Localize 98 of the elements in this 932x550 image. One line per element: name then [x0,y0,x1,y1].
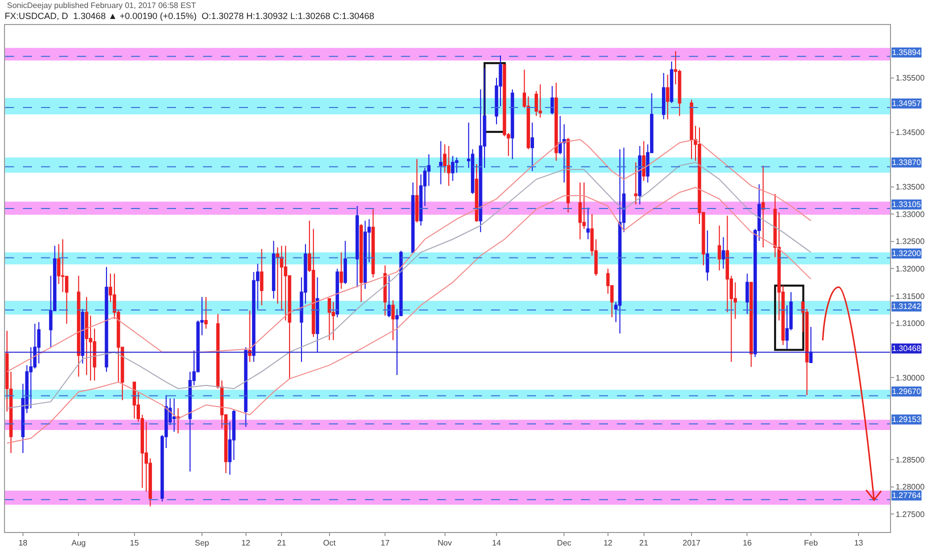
ref-line-label: 1.34957 [892,99,922,108]
ref-line-label: 1.31242 [892,302,922,311]
ref-line-label: 1.29670 [892,387,922,396]
y-tick-label: 1.28000 [896,482,926,492]
candlestick [411,182,415,253]
y-tick-label: 1.33500 [896,182,926,192]
x-tick-label: Oct [323,538,336,548]
ref-line-label: 1.33870 [892,158,922,167]
x-tick-label: 16 [742,538,752,548]
candlestick [260,248,264,306]
candlestick [363,220,367,290]
ref-line-label: 1.35894 [892,48,922,57]
x-tick-label: Aug [72,538,86,548]
line-series [6,138,812,372]
y-tick-label: 1.27500 [896,510,926,519]
candlestick [690,99,694,160]
x-tick-label: 15 [130,538,140,548]
candlestick [566,137,570,214]
candlestick [706,230,710,282]
y-tick-label: 1.34500 [896,128,926,138]
y-tick-label: 1.30000 [896,374,926,383]
ref-line-label: 1.27764 [892,491,922,500]
candlestick [670,61,674,104]
candlestick [554,82,558,162]
candlestick [76,275,80,378]
candlestick [550,86,554,115]
x-tick-label: 17 [380,538,390,548]
candlestick [761,165,765,248]
ref-line-label: 1.32200 [892,249,922,258]
ref-line-label: 1.29153 [892,415,922,424]
candlestick [248,310,252,362]
x-tick-label: Dec [557,538,572,548]
candlestick [391,300,395,341]
candlestick [340,252,343,290]
candlestick [530,122,534,172]
line-series [6,162,812,409]
candlestick [578,182,582,240]
candlestick [176,408,180,434]
candlestick [718,225,722,271]
candlestick [618,148,622,334]
y-tick-label: 1.32500 [896,237,926,246]
candlestick [666,74,670,120]
candlestick [336,268,339,318]
candlestick [746,273,749,314]
line-series [6,186,812,444]
x-tick-label: 21 [639,538,649,548]
candlestick [447,146,450,186]
chart-title: FX:USDCAD, D 1.30468 ▲ +0.00190 (+0.15%) O:1.30278 H:1.30932 L:1.30268 C:1.30468 [4,11,374,22]
candlestick [104,266,108,372]
candlestick [638,146,642,205]
x-tick-label: 2017 [682,538,701,548]
candlestick [586,207,590,240]
candlestick [37,322,41,364]
candlestick [383,264,387,316]
candlestick [172,398,176,432]
y-tick-label: 1.28500 [896,455,926,464]
candlestick [750,282,753,368]
ref-line-label: 1.30468 [892,344,922,353]
x-tick-label: 21 [277,538,287,548]
candlestick [387,275,391,318]
candlestick [316,276,320,353]
candlestick [80,308,84,364]
candlestick [451,155,454,182]
y-tick-label: 1.32000 [896,264,926,274]
ref-line-label: 1.33105 [892,200,922,209]
candlestick [642,140,646,182]
x-tick-label: 14 [492,538,502,548]
candlestick [356,205,359,288]
candlestick [328,298,332,341]
x-tick-label: 18 [18,538,28,548]
candlestick [344,240,347,284]
candlestick [244,346,248,428]
candlestick [132,382,136,420]
candlestick [371,208,375,278]
candlestick [809,326,813,364]
candlestick [415,158,419,223]
candlestick [662,72,666,120]
x-tick-label: Nov [438,538,452,548]
x-tick-label: 13 [854,538,864,548]
x-tick-label: 12 [241,538,251,548]
candlestick [722,236,726,270]
candlestick [538,84,542,118]
candlestick [332,301,336,341]
y-tick-label: 1.35500 [896,74,926,83]
y-tick-label: 1.31500 [896,292,926,301]
x-tick-label: Sep [194,538,210,548]
candlestick [360,223,363,302]
y-tick-label: 1.33000 [896,210,926,219]
x-tick-label: Feb [804,538,818,548]
y-tick-label: 1.31000 [896,319,926,328]
x-tick-label: 12 [603,538,613,548]
candlestick [439,140,442,185]
candlestick [474,164,478,222]
text: SonicDeejay published February 01, 2017 06:58 EST [7,1,196,10]
candlestick [204,296,208,330]
candlestick [634,162,638,205]
candlestick [272,240,276,300]
candlestick [510,88,514,160]
